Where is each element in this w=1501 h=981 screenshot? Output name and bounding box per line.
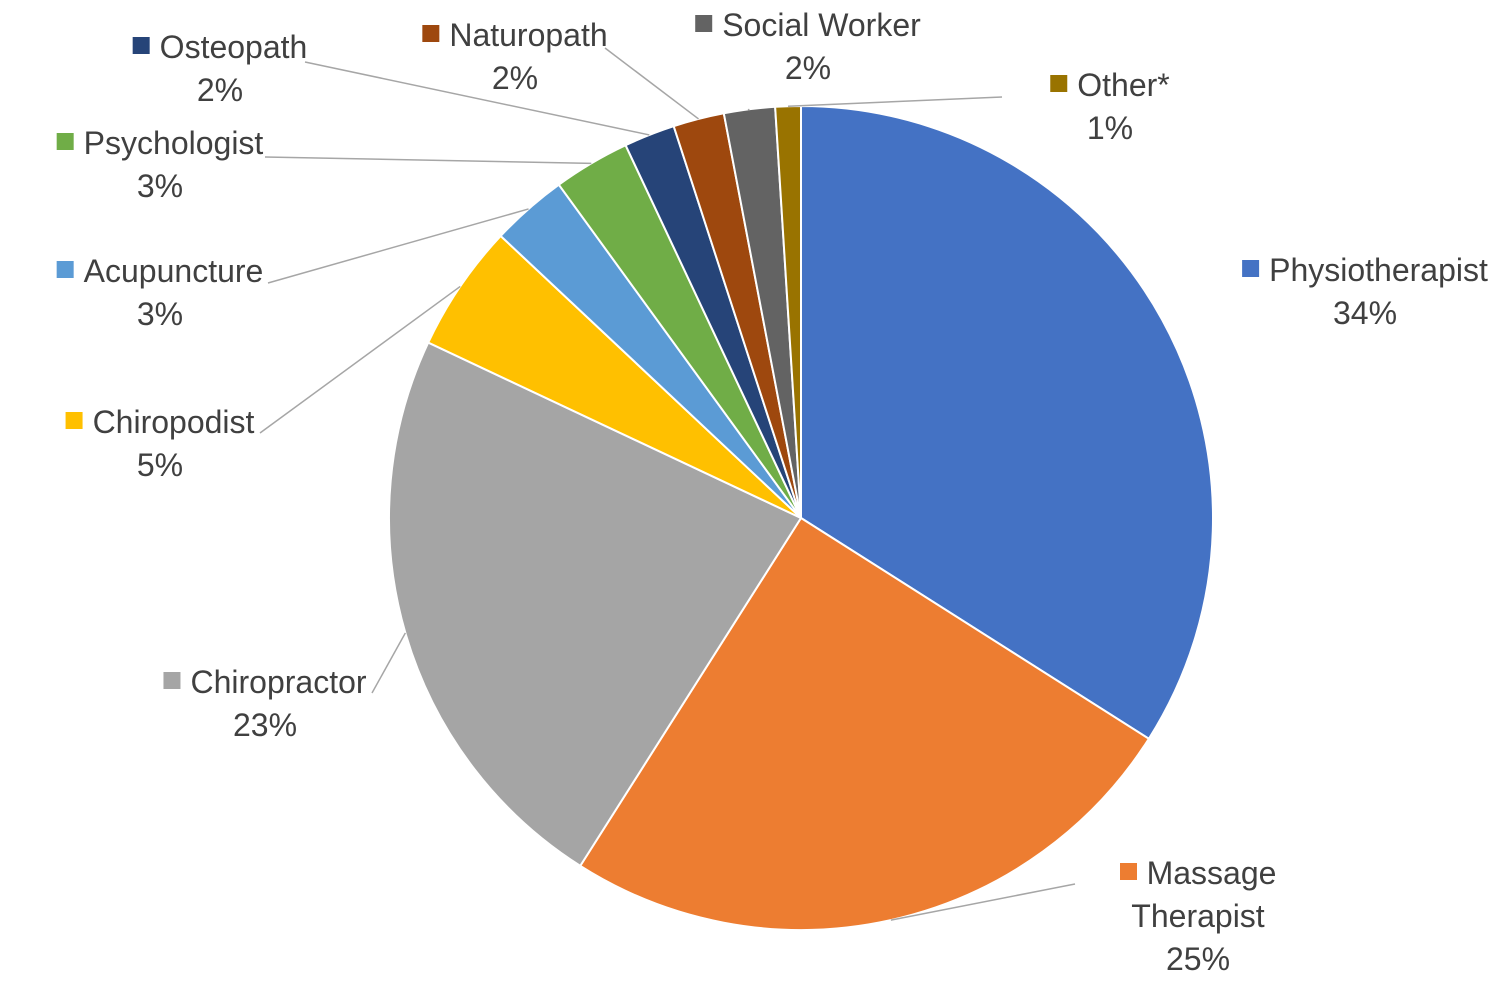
value-label: 25% [1165, 941, 1231, 977]
label-name-line: Acupuncture [56, 250, 264, 293]
label-name-line: Massage Therapist [1098, 852, 1298, 938]
category-label: Osteopath [159, 29, 308, 65]
leader-line [264, 156, 592, 165]
slice-label: Naturopath 2% [422, 14, 608, 100]
category-label: Other* [1077, 67, 1170, 103]
slice-label: Osteopath 2% [132, 26, 308, 112]
value-label: 1% [1086, 110, 1134, 146]
value-label: 2% [784, 50, 832, 86]
category-label: Psychologist [83, 125, 264, 161]
leader-line [371, 632, 407, 694]
category-label: Physiotherapist [1269, 252, 1488, 288]
slice-label: Psychologist 3% [56, 122, 264, 208]
legend-swatch [56, 261, 74, 278]
legend-swatch [1119, 863, 1137, 880]
legend-swatch [422, 25, 440, 42]
legend-swatch [695, 15, 713, 32]
pie-slice [578, 516, 1151, 931]
legend-swatch [1242, 260, 1260, 277]
legend-swatch [65, 412, 83, 429]
slice-label: Massage Therapist 25% [1098, 852, 1298, 981]
slice-label: Chiropractor 23% [163, 661, 367, 747]
leader-line [259, 285, 461, 434]
legend-swatch [56, 133, 74, 150]
category-label: Chiropractor [190, 664, 367, 700]
value-label: 3% [136, 168, 184, 204]
legend-swatch [1050, 75, 1068, 92]
leader-line [890, 883, 1076, 921]
slice-label: Chiropodist 5% [65, 401, 255, 487]
label-name-line: Psychologist [56, 122, 264, 165]
label-name-line: Osteopath [132, 26, 308, 69]
value-label: 2% [491, 60, 539, 96]
legend-swatch [132, 37, 150, 54]
slice-label: Social Worker 2% [695, 4, 921, 90]
label-name-line: Social Worker [695, 4, 921, 47]
slice-label: Other* 1% [1050, 64, 1170, 150]
category-label: Social Worker [722, 7, 921, 43]
pie-slice [800, 104, 1214, 741]
category-label: Massage Therapist [1131, 855, 1277, 934]
category-label: Naturopath [449, 17, 608, 53]
label-name-line: Naturopath [422, 14, 608, 57]
category-label: Acupuncture [83, 253, 264, 289]
value-label: 34% [1332, 295, 1398, 331]
label-name-line: Physiotherapist [1242, 249, 1488, 292]
legend-swatch [163, 672, 181, 689]
slice-label: Physiotherapist 34% [1242, 249, 1488, 335]
value-label: 5% [136, 447, 184, 483]
label-name-line: Other* [1050, 64, 1170, 107]
value-label: 23% [232, 707, 298, 743]
leader-line [747, 108, 750, 111]
label-name-line: Chiropractor [163, 661, 367, 704]
slice-label: Acupuncture 3% [56, 250, 264, 336]
value-label: 3% [136, 296, 184, 332]
category-label: Chiropodist [92, 404, 255, 440]
leader-line [267, 208, 529, 284]
leader-line [304, 61, 650, 136]
value-label: 2% [196, 72, 244, 108]
leader-line [604, 47, 699, 120]
label-name-line: Chiropodist [65, 401, 255, 444]
leader-line [788, 96, 1003, 107]
